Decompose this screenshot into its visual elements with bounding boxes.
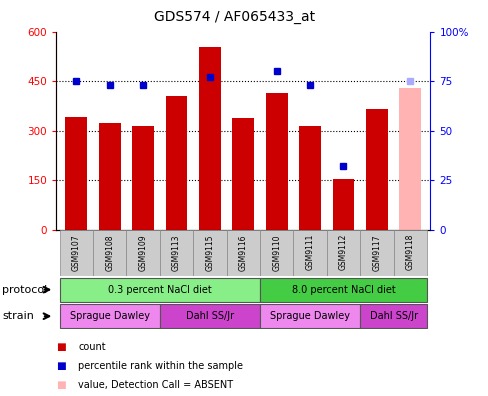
Text: Sprague Dawley: Sprague Dawley [69,311,149,321]
Bar [260,278,426,301]
Text: 0.3 percent NaCl diet: 0.3 percent NaCl diet [108,285,211,295]
Text: ■: ■ [56,342,66,352]
Bar [60,230,93,276]
Bar [65,118,87,230]
Text: GDS574 / AF065433_at: GDS574 / AF065433_at [154,10,315,24]
Bar [332,179,354,230]
Text: count: count [78,342,105,352]
Text: 8.0 percent NaCl diet: 8.0 percent NaCl diet [291,285,394,295]
Text: GSM9113: GSM9113 [172,234,181,270]
Bar [360,230,393,276]
Text: Sprague Dawley: Sprague Dawley [269,311,349,321]
Bar [160,230,193,276]
Bar [260,230,293,276]
Bar [360,305,426,328]
Text: GSM9112: GSM9112 [338,234,347,270]
Bar [60,305,160,328]
Bar [132,126,154,230]
Text: GSM9107: GSM9107 [72,234,81,271]
Bar [165,96,187,230]
Text: ■: ■ [56,361,66,371]
Bar [226,230,260,276]
Bar [326,230,360,276]
Bar [393,230,426,276]
Text: GSM9108: GSM9108 [105,234,114,270]
Bar [265,93,287,230]
Bar [293,230,326,276]
Bar [193,230,226,276]
Bar [232,118,254,230]
Text: GSM9115: GSM9115 [205,234,214,270]
Text: GSM9117: GSM9117 [372,234,381,270]
Bar [93,230,126,276]
Text: GSM9110: GSM9110 [272,234,281,270]
Text: GSM9111: GSM9111 [305,234,314,270]
Bar [299,126,320,230]
Bar [199,46,220,230]
Bar [260,305,360,328]
Bar [60,278,260,301]
Bar [160,305,260,328]
Text: Dahl SS/Jr: Dahl SS/Jr [369,311,417,321]
Bar [126,230,160,276]
Bar [366,109,387,230]
Text: strain: strain [2,311,34,321]
Text: GSM9116: GSM9116 [238,234,247,270]
Bar [399,88,420,230]
Text: GSM9118: GSM9118 [405,234,414,270]
Text: percentile rank within the sample: percentile rank within the sample [78,361,243,371]
Text: value, Detection Call = ABSENT: value, Detection Call = ABSENT [78,380,233,390]
Text: protocol: protocol [2,285,48,295]
Text: Dahl SS/Jr: Dahl SS/Jr [185,311,233,321]
Bar [99,124,120,230]
Text: GSM9109: GSM9109 [138,234,147,271]
Text: ■: ■ [56,380,66,390]
